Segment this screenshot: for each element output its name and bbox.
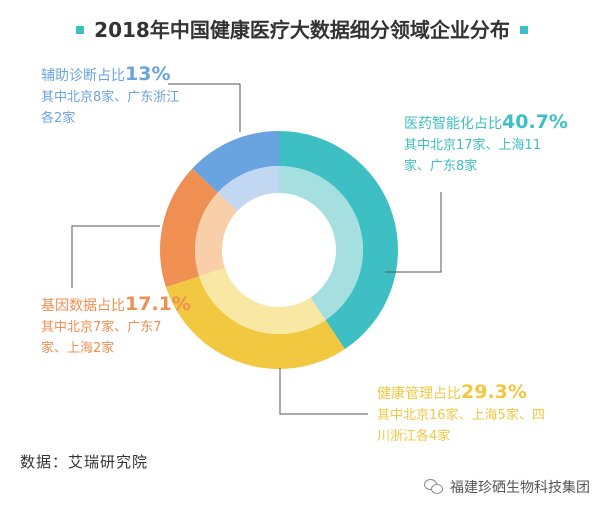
slice-label: 健康管理占比 — [377, 386, 461, 402]
slice-diagnosis-inner — [217, 166, 279, 211]
slice-diagnosis-outer — [192, 131, 279, 193]
leader-line-diagnosis — [168, 83, 241, 132]
slice-percent: 13% — [125, 63, 171, 85]
slice-detail: 其中北京7家、广东7家、上海2家 — [41, 320, 162, 356]
chart-title: 2018年中国健康医疗大数据细分领域企业分布 — [0, 14, 604, 43]
slice-detail: 其中北京8家、广东浙江各2家 — [41, 90, 180, 126]
annotation-health-management: 健康管理占比29.3% 其中北京16家、上海5家、四川浙江各4家 — [377, 382, 547, 447]
title-marker-right — [519, 25, 528, 34]
annotation-diagnosis: 辅助诊断占比13% 其中北京8家、广东浙江各2家 — [41, 64, 181, 129]
slice-gene-data-inner — [195, 192, 238, 277]
leader-line-health-management — [279, 368, 368, 415]
slice-pharma-ai-outer — [279, 131, 399, 350]
slice-health-management-outer — [165, 276, 345, 369]
slice-health-management-inner — [199, 267, 326, 335]
slice-gene-data-outer — [160, 168, 218, 288]
annotation-gene-data: 基因数据占比17.1% 其中北京7家、广东7家、上海2家 — [41, 294, 191, 359]
slice-detail: 其中北京16家、上海5家、四川浙江各4家 — [377, 408, 545, 444]
source-note: 数据：艾瑞研究院 — [20, 453, 149, 471]
annotation-pharma-ai: 医药智能化占比40.7% 其中北京17家、上海11家、广东8家 — [404, 112, 568, 177]
slice-label: 辅助诊断占比 — [41, 68, 125, 84]
slice-label: 医药智能化占比 — [404, 116, 502, 132]
slice-percent: 29.3% — [461, 381, 527, 403]
slice-percent: 17.1% — [125, 293, 191, 315]
slice-label: 基因数据占比 — [41, 298, 125, 314]
slice-percent: 40.7% — [502, 111, 568, 133]
wechat-logo-icon — [424, 479, 444, 495]
slice-pharma-ai-inner — [279, 166, 364, 320]
leader-line-pharma-ai — [385, 192, 442, 273]
watermark-text: 福建珍硒生物科技集团 — [450, 480, 590, 496]
leader-line-gene-data — [71, 225, 160, 288]
chart-title-text: 2018年中国健康医疗大数据细分领域企业分布 — [94, 18, 510, 42]
title-marker-left — [76, 25, 85, 34]
watermark: 福建珍硒生物科技集团 — [424, 477, 590, 497]
slice-detail: 其中北京17家、上海11家、广东8家 — [404, 138, 542, 174]
